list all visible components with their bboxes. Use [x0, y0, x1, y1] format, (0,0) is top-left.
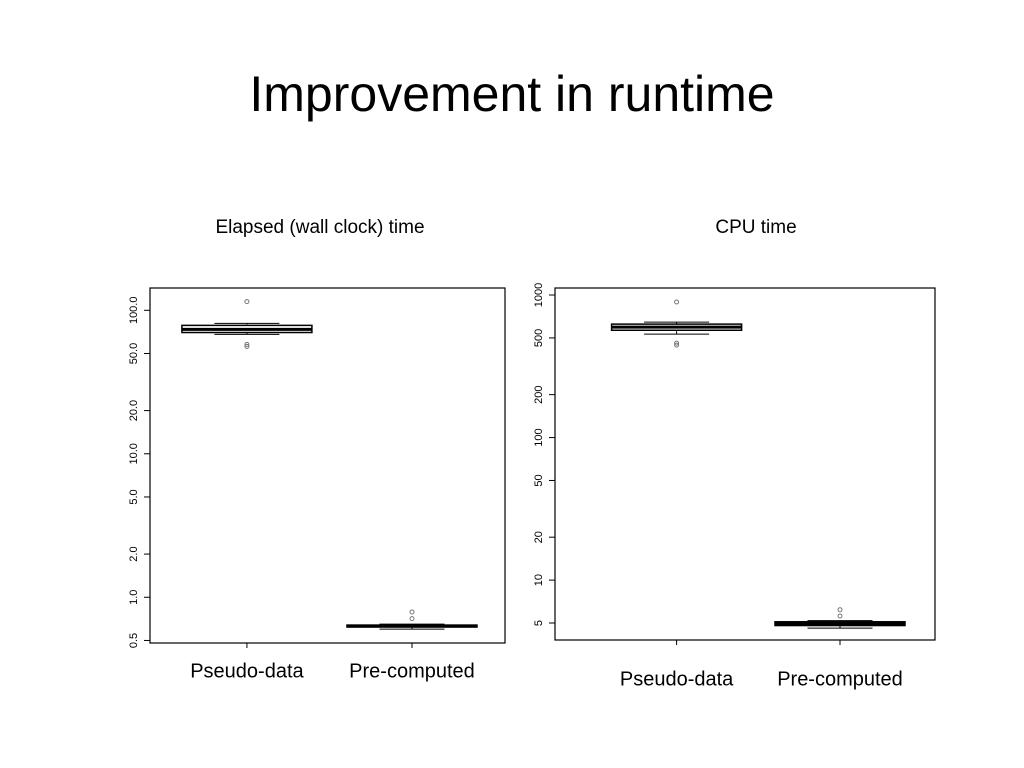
y-tick-label: 5.0 — [128, 489, 140, 504]
slide-title: Improvement in runtime — [249, 66, 774, 122]
x-tick-label: Pseudo-data — [620, 668, 734, 690]
y-tick-label: 200 — [533, 385, 545, 403]
y-tick-label: 5 — [533, 620, 545, 626]
y-tick-label: 50 — [533, 474, 545, 486]
outlier — [837, 607, 843, 613]
y-tick-label: 10.0 — [128, 443, 140, 464]
y-tick-label: 1.0 — [128, 590, 140, 605]
plot-frame — [149, 287, 506, 644]
y-tick-label: 1000 — [533, 283, 545, 307]
y-tick-label: 50.0 — [128, 343, 140, 364]
y-tick-label: 0.5 — [128, 633, 140, 648]
y-tick-label: 100.0 — [128, 297, 140, 325]
outlier — [674, 299, 680, 305]
outlier — [244, 299, 250, 305]
outlier — [674, 342, 680, 348]
outlier — [409, 616, 415, 622]
y-tick-label: 2.0 — [128, 546, 140, 561]
y-tick-label: 20.0 — [128, 400, 140, 421]
chart-title: CPU time — [715, 217, 796, 238]
outlier — [409, 609, 415, 615]
outlier — [674, 340, 680, 346]
x-tick-label: Pre-computed — [777, 668, 903, 690]
chart-title: Elapsed (wall clock) time — [215, 217, 424, 238]
outlier — [837, 613, 843, 619]
outlier — [244, 343, 250, 349]
x-tick-label: Pseudo-data — [190, 660, 304, 682]
y-tick-label: 500 — [533, 329, 545, 347]
y-tick-label: 20 — [533, 531, 545, 543]
y-tick-label: 100 — [533, 428, 545, 446]
y-tick-label: 10 — [533, 574, 545, 586]
outlier — [244, 341, 250, 347]
x-tick-label: Pre-computed — [349, 660, 475, 682]
plot-frame — [554, 287, 936, 641]
